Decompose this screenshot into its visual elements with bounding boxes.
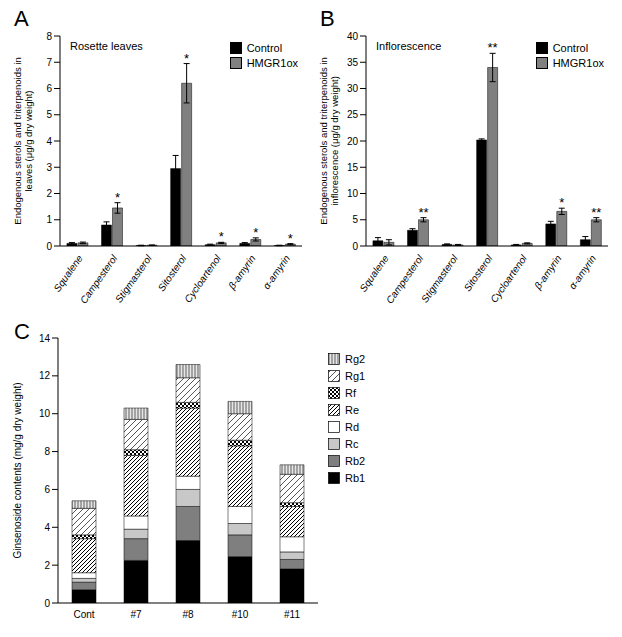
svg-text:Cycloartenol: Cycloartenol — [182, 252, 223, 304]
svg-text:0: 0 — [352, 241, 358, 252]
svg-text:40: 40 — [347, 31, 359, 42]
svg-text:5: 5 — [46, 109, 52, 120]
svg-text:Campesterol: Campesterol — [77, 252, 120, 306]
svg-text:0: 0 — [44, 598, 50, 609]
svg-text:β-amyrin: β-amyrin — [532, 253, 564, 292]
svg-text:12: 12 — [39, 370, 51, 381]
svg-text:Ginsenoside contents (mg/g dry: Ginsenoside contents (mg/g dry weight) — [12, 382, 23, 558]
svg-text:*: * — [219, 229, 224, 244]
html-text:Control: Control — [552, 42, 589, 54]
svg-text:Campesterol: Campesterol — [383, 252, 426, 306]
svg-text:*: * — [559, 195, 564, 210]
html-text:Rg1: Rg1 — [345, 370, 366, 382]
html-text:A: A — [14, 6, 29, 31]
svg-text:4: 4 — [44, 522, 50, 533]
svg-text:0: 0 — [46, 241, 52, 252]
svg-text:8: 8 — [46, 31, 52, 42]
html-text:Rb1: Rb1 — [345, 472, 366, 484]
svg-text:2: 2 — [46, 188, 52, 199]
svg-text:Endogenous sterols and triterp: Endogenous sterols and triterpenoids inl… — [12, 57, 34, 224]
html-text:HMGR1ox: HMGR1ox — [246, 57, 298, 69]
svg-text:Cycloartenol: Cycloartenol — [488, 252, 529, 304]
svg-text:α-amyrin: α-amyrin — [567, 253, 599, 292]
svg-text:**: ** — [418, 205, 428, 220]
svg-text:2: 2 — [44, 560, 50, 571]
html-text:Control: Control — [246, 42, 283, 54]
html-text:Inflorescence: Inflorescence — [376, 40, 442, 52]
svg-text:*: * — [253, 225, 258, 240]
html-text:Rc: Rc — [345, 438, 359, 450]
svg-text:8: 8 — [44, 446, 50, 457]
svg-text:β-amyrin: β-amyrin — [226, 253, 258, 292]
svg-text:1: 1 — [46, 214, 52, 225]
svg-text:*: * — [288, 231, 293, 246]
svg-text:*: * — [115, 190, 120, 205]
svg-text:α-amyrin: α-amyrin — [261, 253, 293, 292]
html-text:B: B — [320, 6, 335, 31]
svg-text:25: 25 — [347, 109, 359, 120]
svg-text:6: 6 — [46, 83, 52, 94]
svg-text:#8: #8 — [182, 609, 194, 620]
svg-text:20: 20 — [347, 136, 359, 147]
svg-text:Stigmasterol: Stigmasterol — [113, 252, 154, 304]
html-text:C: C — [14, 319, 30, 344]
svg-text:Stigmasterol: Stigmasterol — [419, 252, 460, 304]
svg-text:35: 35 — [347, 57, 359, 68]
svg-text:Squalene: Squalene — [357, 253, 391, 294]
svg-text:7: 7 — [46, 57, 52, 68]
svg-text:Sitosterol: Sitosterol — [462, 252, 495, 293]
svg-text:3: 3 — [46, 162, 52, 173]
svg-text:**: ** — [488, 40, 498, 55]
svg-text:Cont: Cont — [73, 609, 94, 620]
html-text:Rg2: Rg2 — [345, 353, 366, 365]
svg-text:#11: #11 — [284, 609, 300, 620]
svg-text:10: 10 — [39, 408, 51, 419]
html-text:Rd: Rd — [345, 421, 360, 433]
svg-text:30: 30 — [347, 83, 359, 94]
svg-text:Sitosterol: Sitosterol — [156, 252, 189, 293]
svg-text:15: 15 — [347, 162, 359, 173]
svg-text:4: 4 — [46, 136, 52, 147]
html-text:Rosette leaves: Rosette leaves — [70, 40, 143, 52]
svg-text:5: 5 — [352, 214, 358, 225]
svg-text:#10: #10 — [232, 609, 249, 620]
html-text:Rb2: Rb2 — [345, 455, 366, 467]
svg-text:*: * — [184, 51, 189, 66]
html-text:Rf: Rf — [345, 387, 356, 399]
html-text:HMGR1ox: HMGR1ox — [552, 57, 604, 69]
svg-text:Squalene: Squalene — [51, 253, 85, 294]
svg-text:14: 14 — [39, 333, 51, 344]
svg-text:10: 10 — [347, 188, 359, 199]
svg-text:#7: #7 — [130, 609, 142, 620]
html-text:Re: Re — [345, 404, 360, 416]
svg-text:Endogenous sterols and triterp: Endogenous sterols and triterpenoids ini… — [318, 57, 340, 224]
svg-text:6: 6 — [44, 484, 50, 495]
svg-text:**: ** — [591, 205, 601, 220]
